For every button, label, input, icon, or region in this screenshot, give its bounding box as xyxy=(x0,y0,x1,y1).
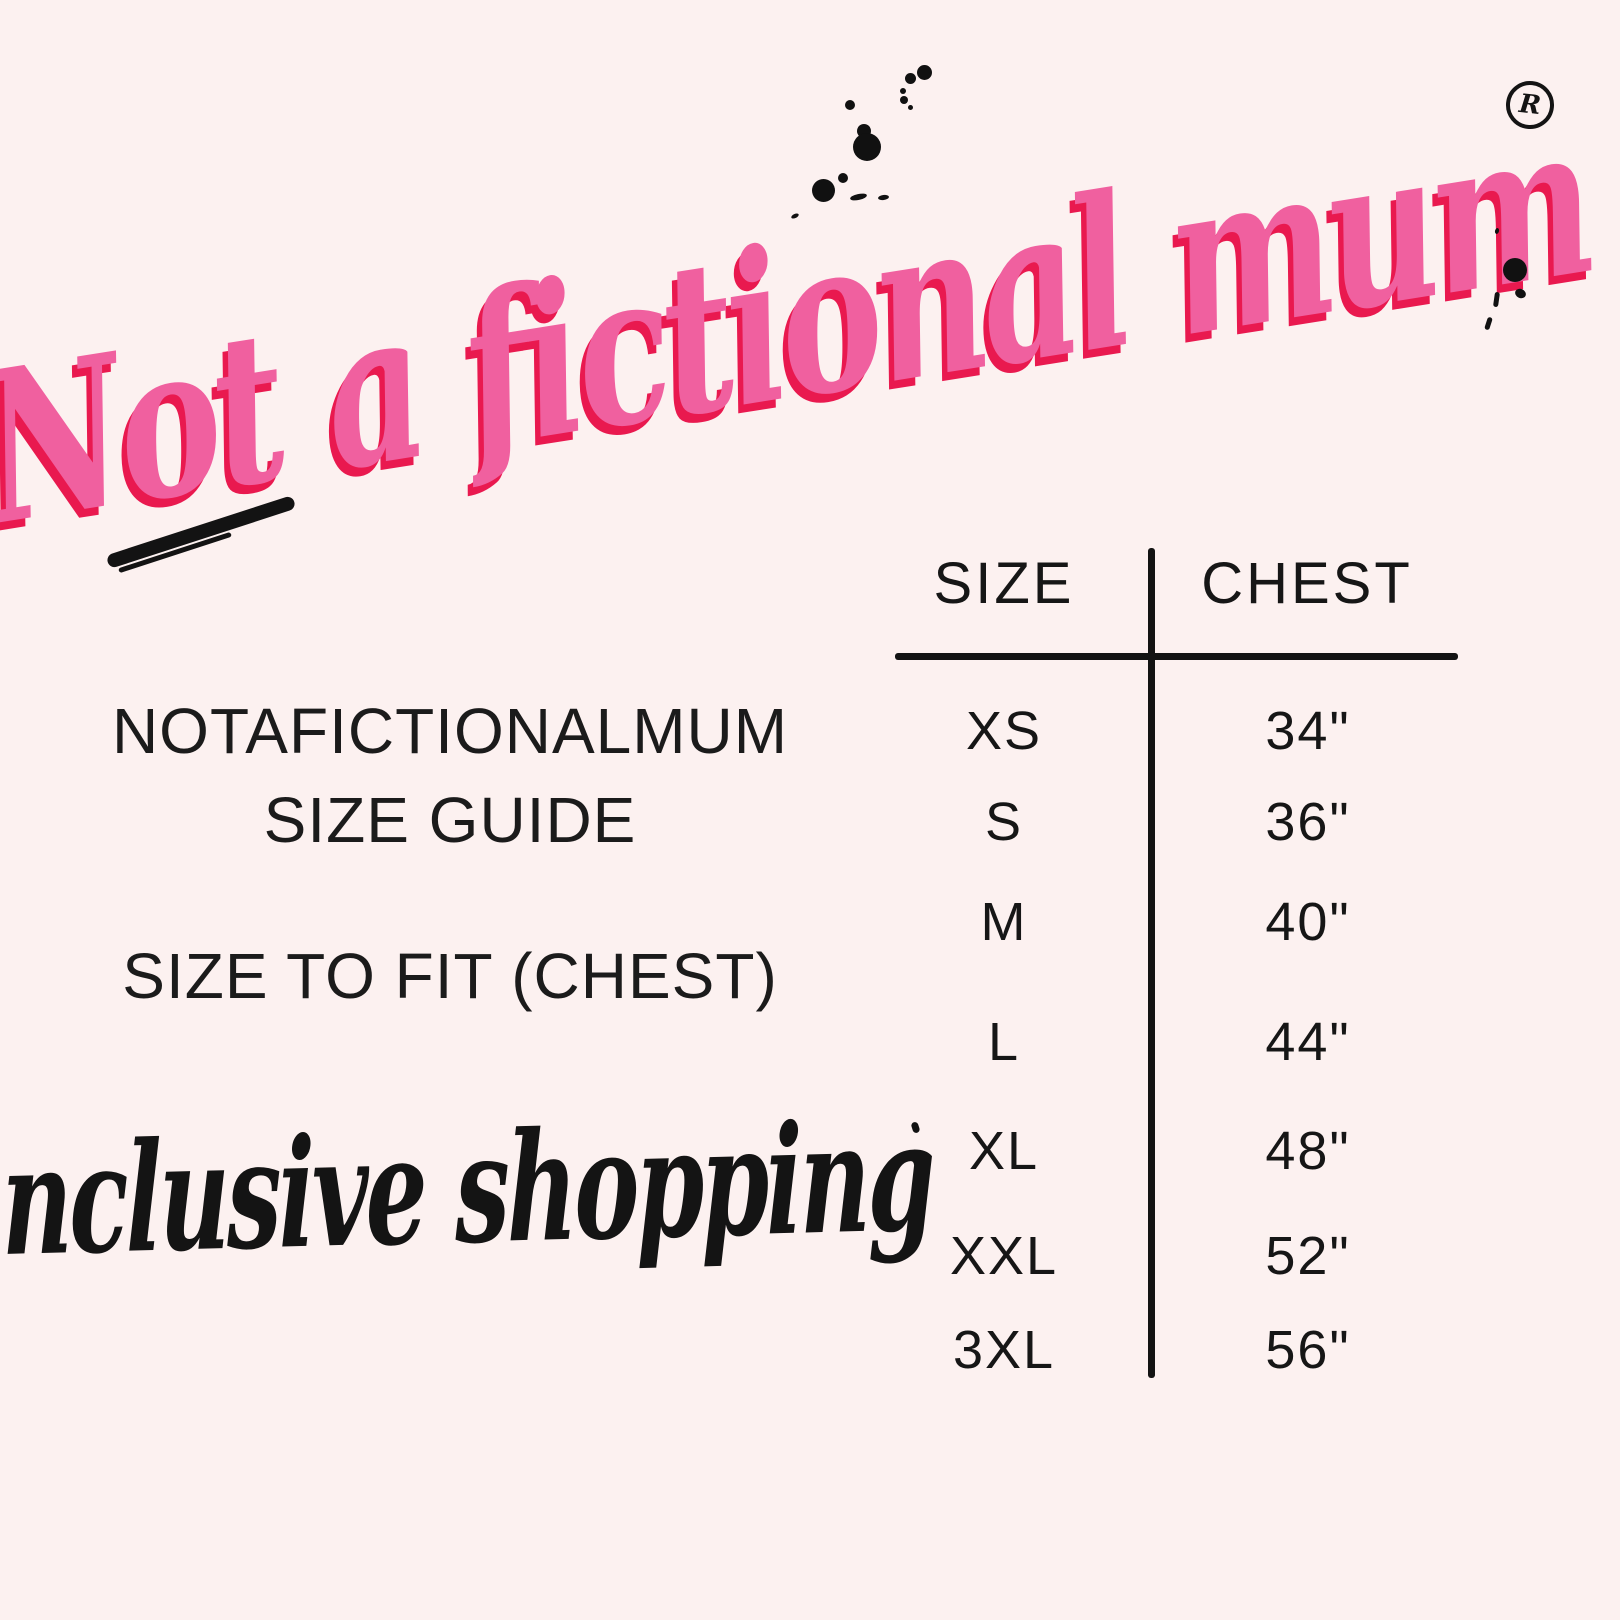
chest-cell: 36" xyxy=(1265,792,1351,852)
ink-splatter-dot xyxy=(905,73,916,84)
size-cell: S xyxy=(984,792,1024,852)
column-header-size: SIZE xyxy=(933,551,1075,616)
ink-splatter-dot xyxy=(900,88,906,94)
tagline: inclusive shopping xyxy=(0,1072,933,1307)
size-cell: 3XL xyxy=(952,1320,1056,1380)
size-cell: XL xyxy=(968,1121,1040,1181)
chest-cell: 44" xyxy=(1265,1012,1351,1072)
size-guide-heading: NOTAFICTIONALMUM SIZE GUIDE xyxy=(55,687,845,865)
ink-splatter-dot xyxy=(853,133,881,161)
ink-splatter-dot xyxy=(900,96,908,104)
ink-splatter-dot xyxy=(1503,258,1527,282)
registered-trademark-letter: R xyxy=(1517,88,1543,122)
heading-line2: SIZE GUIDE xyxy=(263,784,637,856)
size-to-fit-label: SIZE TO FIT (CHEST) xyxy=(122,940,778,1012)
brand-logo-text: Not a fictional mum xyxy=(0,77,1605,573)
heading-line1: NOTAFICTIONALMUM xyxy=(111,695,789,767)
ink-splatter-dot xyxy=(917,65,932,80)
table-vertical-divider xyxy=(1148,548,1155,1378)
ink-splatter-dot xyxy=(845,100,855,110)
size-cell: M xyxy=(980,892,1028,952)
ink-splatter-dot xyxy=(812,179,835,202)
size-cell: XXL xyxy=(949,1226,1059,1286)
chest-cell: 40" xyxy=(1265,892,1351,952)
column-header-chest: CHEST xyxy=(1201,551,1413,616)
chest-cell: 56" xyxy=(1265,1320,1351,1380)
table-header-divider xyxy=(895,653,1458,660)
ink-splatter-dot xyxy=(838,173,848,183)
tagline-text: inclusive shopping xyxy=(0,1088,934,1291)
chest-cell: 52" xyxy=(1265,1226,1351,1286)
size-cell: L xyxy=(987,1012,1021,1072)
ink-splatter-dot xyxy=(908,105,913,110)
chest-cell: 48" xyxy=(1265,1121,1351,1181)
chest-cell: 34" xyxy=(1265,701,1351,761)
size-cell: XS xyxy=(965,701,1043,761)
